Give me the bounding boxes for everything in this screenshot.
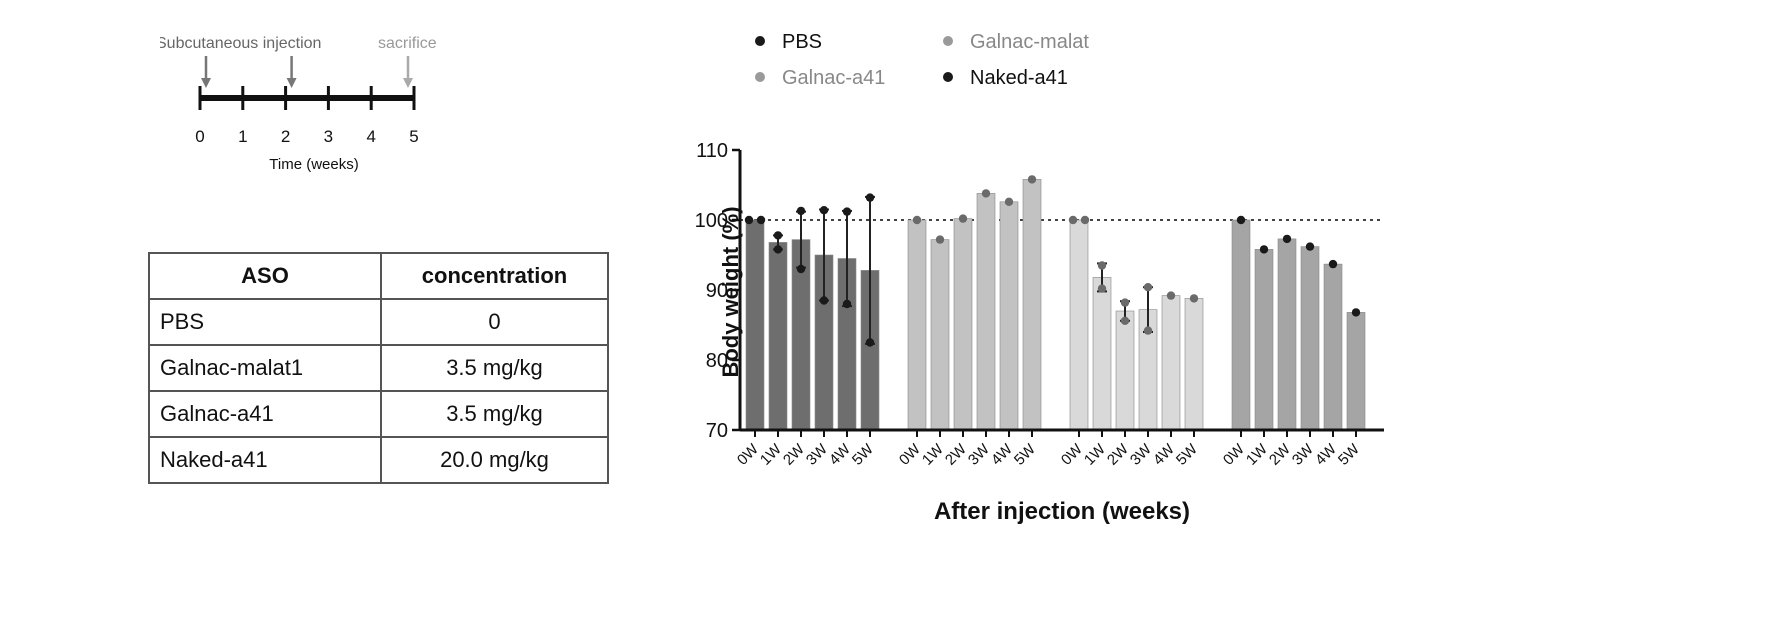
bar	[931, 240, 949, 430]
data-point	[1283, 235, 1291, 243]
legend-label: Naked-a41	[970, 67, 1068, 89]
data-point	[1144, 283, 1152, 291]
legend-label: PBS	[782, 31, 822, 53]
bar	[746, 220, 764, 430]
data-point	[843, 300, 851, 308]
data-point	[1005, 198, 1013, 206]
x-ticks: 0W1W2W3W4W5W0W1W2W3W4W5W0W1W2W3W4W5W0W1W…	[734, 430, 1364, 469]
data-point	[936, 235, 944, 243]
data-point	[913, 216, 921, 224]
legend-marker-icon	[943, 72, 953, 82]
data-point	[1121, 298, 1129, 306]
data-point	[1121, 317, 1129, 325]
data-point	[745, 216, 753, 224]
chart-legend: PBS Galnac-malat Galnac-a41 Naked-a41	[755, 31, 1089, 89]
bar	[1324, 264, 1342, 430]
bar	[1070, 220, 1088, 430]
bar	[1162, 296, 1180, 430]
data-point	[1352, 308, 1360, 316]
bar	[769, 242, 787, 430]
bar	[1347, 312, 1365, 430]
x-axis-label: After injection (weeks)	[934, 498, 1190, 525]
bar	[1232, 220, 1250, 430]
bar	[1301, 247, 1319, 430]
y-axis-label: Body weight (%)	[718, 206, 743, 377]
data-point	[1167, 291, 1175, 299]
data-point	[774, 245, 782, 253]
data-point	[1081, 216, 1089, 224]
bar	[1185, 298, 1203, 430]
bar	[1255, 249, 1273, 430]
data-point	[820, 296, 828, 304]
bar	[1000, 202, 1018, 430]
legend-marker-icon	[943, 36, 953, 46]
data-point	[1237, 216, 1245, 224]
bar	[1278, 239, 1296, 430]
data-point	[982, 189, 990, 197]
legend-marker-icon	[755, 72, 765, 82]
bar	[1116, 311, 1134, 430]
legend-label: Galnac-a41	[782, 67, 885, 89]
bar	[1093, 277, 1111, 430]
x-tick-label: 5W	[1335, 440, 1364, 469]
data-point	[1098, 261, 1106, 269]
y-tick-label: 110	[696, 140, 728, 162]
x-tick-label: 5W	[1011, 440, 1040, 469]
data-point	[820, 206, 828, 214]
data-point	[1329, 260, 1337, 268]
data-point	[1260, 245, 1268, 253]
legend-marker-icon	[755, 36, 765, 46]
chart-bars	[746, 179, 1365, 430]
data-point	[797, 207, 805, 215]
data-point	[797, 265, 805, 273]
data-point	[757, 216, 765, 224]
data-point	[1190, 294, 1198, 302]
legend-label: Galnac-malat	[970, 31, 1089, 53]
bar	[977, 193, 995, 430]
data-point	[1098, 284, 1106, 292]
data-point	[1069, 216, 1077, 224]
bar	[1023, 179, 1041, 430]
bar	[954, 219, 972, 430]
data-point	[866, 338, 874, 346]
data-point	[843, 207, 851, 215]
x-tick-label: 5W	[849, 440, 878, 469]
x-tick-label: 5W	[1173, 440, 1202, 469]
bar	[908, 220, 926, 430]
data-point	[866, 193, 874, 201]
data-point	[1144, 326, 1152, 334]
data-point	[1306, 242, 1314, 250]
data-point	[959, 214, 967, 222]
data-point	[774, 231, 782, 239]
y-tick-label: 70	[706, 420, 728, 442]
data-point	[1028, 175, 1036, 183]
